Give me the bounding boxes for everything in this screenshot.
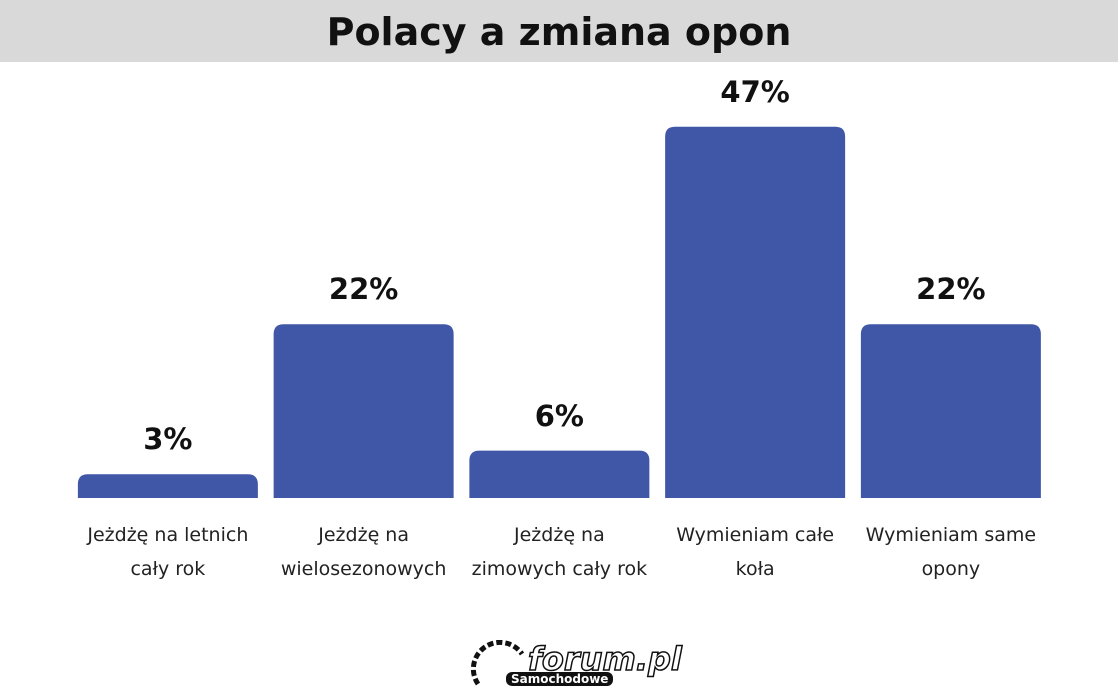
x-tick-label: Wymieniam całe koła [676,524,835,580]
logo: forum.pl Samochodowe [470,639,683,690]
value-label: 22% [328,272,399,307]
bar [273,324,454,498]
value-label: 22% [916,272,986,307]
value-label: 47% [720,74,790,109]
value-label: 3% [143,422,193,457]
x-tick-label: Jeżdżę na wielosezonowych [280,524,447,580]
bar [469,450,650,498]
logo-subtext: Samochodowe [506,672,614,686]
chart-title: Polacy a zmiana opon [326,10,792,54]
x-tick-label: Wymieniam same opony [865,524,1037,580]
x-tick-label: Jeżdżę na letnich cały rok [87,524,249,580]
bar [665,126,846,498]
bar [77,474,258,498]
title-bar [0,0,1118,62]
value-label: 6% [534,398,584,433]
logo-icon [470,640,525,686]
bar [860,324,1041,498]
x-tick-label: Jeżdżę na zimowych cały rok [471,524,648,580]
